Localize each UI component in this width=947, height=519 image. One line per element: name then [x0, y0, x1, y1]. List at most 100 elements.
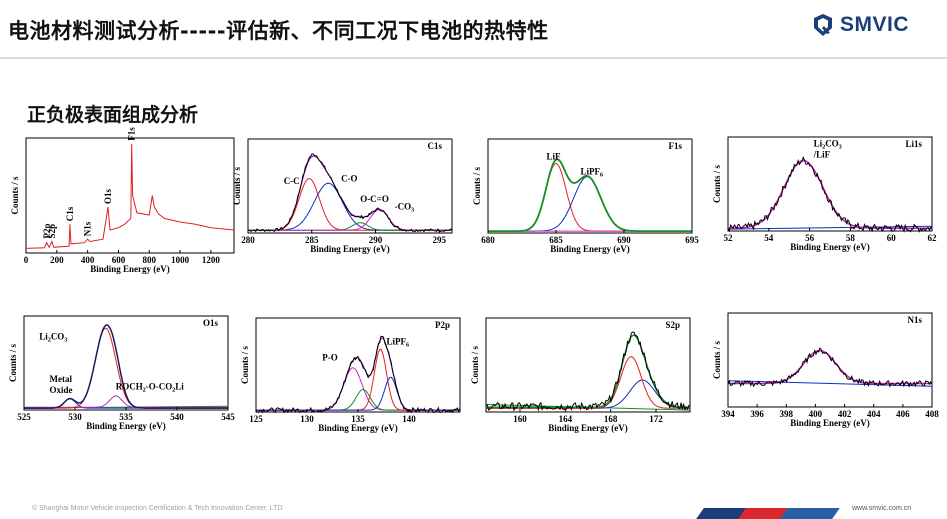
x-tick-label: 404 — [867, 409, 881, 419]
x-tick-label: 406 — [896, 409, 910, 419]
x-axis-label: Binding Energy (eV) — [548, 423, 628, 433]
x-tick-label: 400 — [81, 255, 95, 265]
peak-label: ROCH2-O-CO2Li — [116, 381, 185, 393]
peak-label: N1s — [83, 221, 93, 236]
peak-label: Oxide — [50, 385, 73, 395]
plot-frame — [255, 317, 461, 413]
x-tick-label: 52 — [724, 233, 734, 243]
o1s-spectrum-chart: 525 530 535 540 545 Binding Energy (eV) Counts… — [8, 315, 235, 431]
y-axis-label: Counts / s — [712, 164, 722, 203]
plot-frame — [727, 312, 933, 408]
copyright-text: © Shanghai Motor Vehicle Inspection Cert… — [32, 505, 283, 512]
n1s-spectrum-chart: 394 396 398 400 402 404 406 408 Binding Energy (… — [712, 312, 939, 428]
chart-p2p: 125 130 135 140 Binding Energy (eV) Counts / … — [234, 312, 466, 462]
logo-q-icon — [814, 14, 832, 36]
chart-title: Li1s — [905, 139, 922, 149]
section-title: 正负极表面组成分析 — [27, 104, 199, 126]
x-tick-label: 402 — [838, 409, 852, 419]
x-tick-label: 168 — [604, 414, 618, 424]
peak-label: S2p — [47, 224, 57, 239]
x-tick-label: 396 — [750, 409, 764, 419]
x-tick-label: 398 — [780, 409, 794, 419]
x-axis-label: Binding Energy (eV) — [90, 264, 170, 274]
page-title: 电池材料测试分析-----评估新、不同工况下电池的热特性 — [8, 19, 549, 43]
series-line-2 — [486, 356, 690, 409]
chart-title: P2p — [435, 320, 450, 330]
y-axis-label: Counts / s — [472, 166, 482, 205]
x-tick-label: 535 — [119, 412, 133, 422]
plot-frame — [25, 137, 235, 254]
x-tick-label: 525 — [17, 412, 31, 422]
chart-s2p: 160 164 168 172 Binding Energy (eV) Counts / … — [464, 312, 696, 462]
peak-label: O1s — [103, 188, 113, 204]
x-tick-label: 685 — [549, 235, 563, 245]
x-axis-label: Binding Energy (eV) — [790, 418, 870, 428]
x-tick-label: 160 — [513, 414, 527, 424]
series-line-0 — [727, 380, 933, 387]
series-line-4 — [485, 331, 691, 412]
x-tick-label: 285 — [305, 235, 319, 245]
peak-label: /LiF — [813, 150, 831, 160]
x-tick-label: 695 — [685, 235, 699, 245]
header-divider — [0, 57, 947, 59]
series-line-2 — [727, 347, 933, 388]
y-axis-label: Counts / s — [10, 176, 20, 215]
x-tick-label: 290 — [369, 235, 383, 245]
chart-n1s: 394 396 398 400 402 404 406 408 Binding Energy (… — [706, 307, 939, 457]
footer-stripe-blue — [780, 508, 840, 519]
x-tick-label: 140 — [402, 414, 416, 424]
x-tick-label: 295 — [433, 235, 447, 245]
peak-label: Li2CO3 — [39, 332, 67, 344]
peak-label: -CO3 — [395, 202, 415, 214]
x-tick-label: 200 — [50, 255, 64, 265]
peak-label: F1s — [127, 127, 137, 141]
x-tick-label: 135 — [351, 414, 365, 424]
y-axis-label: Counts / s — [712, 340, 722, 379]
chart-f1s: 680 685 690 695 Binding Energy (eV) Counts / … — [466, 133, 699, 283]
series-line-5 — [247, 153, 453, 233]
plot-frame — [485, 317, 691, 413]
x-axis-label: Binding Energy (eV) — [86, 421, 166, 431]
chart-survey: 0 200 400 600 800 1000 1200 Binding Energy (eV)… — [0, 127, 240, 280]
peak-label: Metal — [50, 374, 73, 384]
x-tick-label: 690 — [617, 235, 631, 245]
chart-title: N1s — [907, 315, 922, 325]
x-tick-label: 408 — [925, 409, 939, 419]
chart-title: O1s — [203, 318, 219, 328]
series-line-5 — [255, 335, 461, 414]
peak-label: C-C — [284, 176, 300, 186]
series-line-3 — [488, 158, 692, 232]
series-line-2 — [248, 182, 452, 231]
series-line-1 — [248, 177, 452, 231]
peak-label: LiPF6 — [580, 167, 603, 179]
x-tick-label: 540 — [170, 412, 184, 422]
y-axis-label: Counts / s — [8, 343, 18, 382]
x-tick-label: 800 — [143, 255, 157, 265]
x-tick-label: 125 — [249, 414, 263, 424]
x-tick-label: 54 — [764, 233, 774, 243]
series-line-0 — [248, 155, 452, 231]
chart-title: S2p — [665, 320, 680, 330]
series-line-2 — [727, 156, 933, 233]
website-link[interactable]: www.smvic.com.cn — [852, 505, 912, 512]
x-tick-label: 130 — [300, 414, 314, 424]
peak-label: C-O — [341, 173, 358, 183]
x-tick-label: 394 — [721, 409, 735, 419]
chart-title: F1s — [669, 141, 683, 151]
series-line-1 — [728, 349, 932, 385]
p2p-spectrum-chart: 125 130 135 140 Binding Energy (eV) Counts / … — [240, 317, 461, 433]
series-line-1 — [728, 159, 932, 229]
series-line-0 — [727, 225, 933, 230]
series-line-4 — [24, 324, 228, 409]
x-tick-label: 56 — [805, 233, 815, 243]
survey-spectrum-chart: 0 200 400 600 800 1000 1200 Binding Energy (eV)… — [10, 127, 235, 274]
x-tick-label: 164 — [559, 414, 573, 424]
series-line-0 — [25, 143, 235, 249]
company-logo: SMVIC — [812, 10, 909, 40]
x-tick-label: 530 — [68, 412, 82, 422]
peak-label: O-C=O — [360, 194, 389, 204]
s2p-spectrum-chart: 160 164 168 172 Binding Energy (eV) Counts / … — [470, 317, 691, 433]
x-tick-label: 60 — [887, 233, 897, 243]
chart-title: C1s — [427, 141, 442, 151]
x-axis-label: Binding Energy (eV) — [310, 244, 390, 254]
